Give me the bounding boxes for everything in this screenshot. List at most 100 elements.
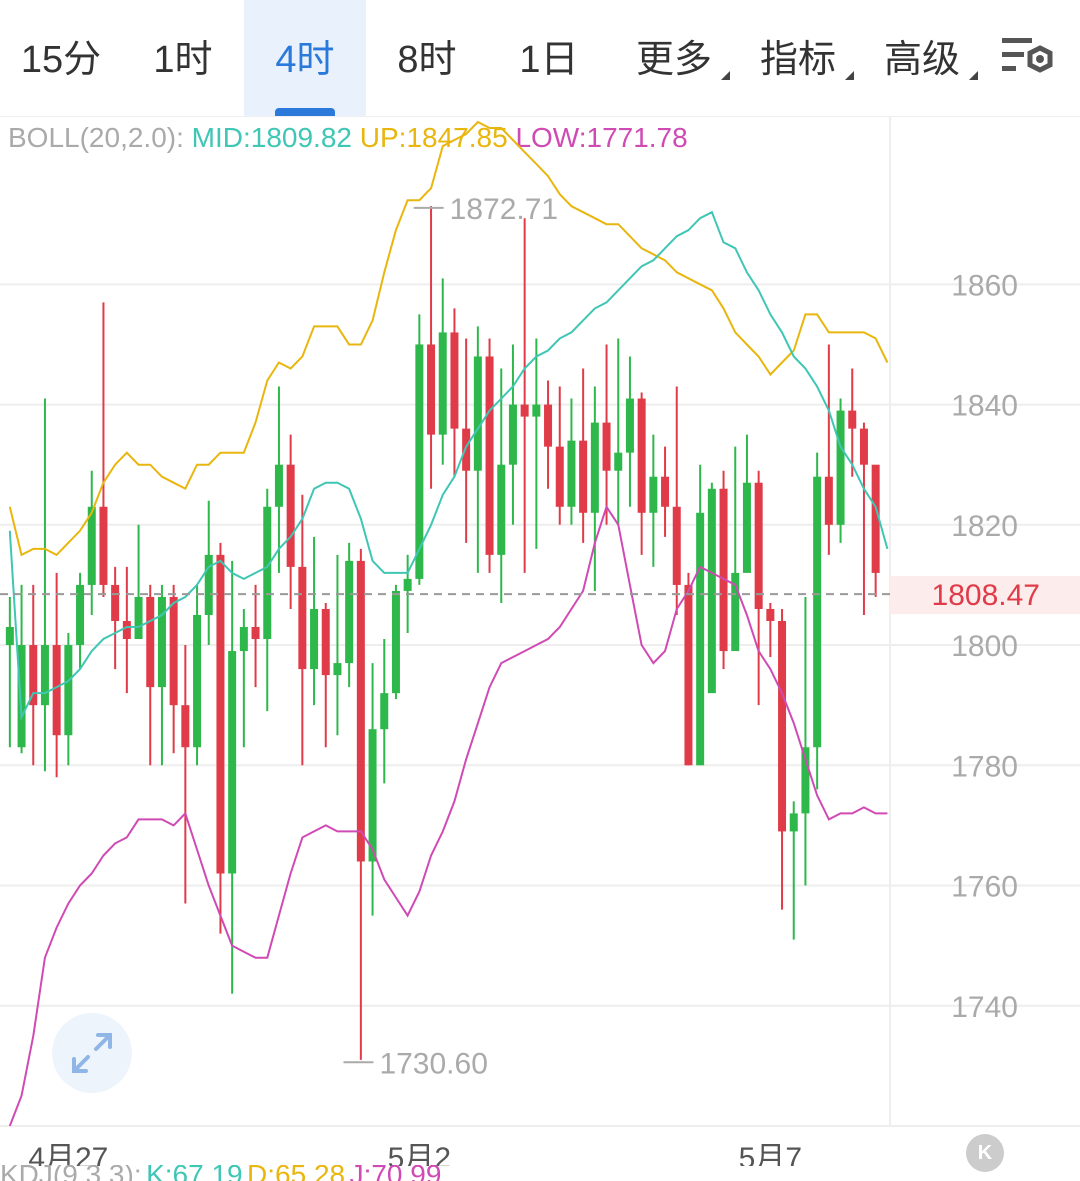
tab-advanced[interactable]: 高级 bbox=[870, 0, 978, 116]
active-tab-indicator bbox=[275, 108, 335, 116]
candle-body bbox=[193, 614, 202, 748]
candle-body bbox=[450, 332, 459, 429]
candle-body bbox=[403, 578, 412, 591]
candle-body bbox=[321, 608, 330, 676]
kdj-label: KDJ(9,3,3): bbox=[0, 1165, 142, 1181]
candle-body bbox=[87, 506, 96, 585]
candle-body bbox=[134, 596, 143, 640]
candle-body bbox=[871, 464, 880, 573]
y-tick-label: 1800 bbox=[951, 630, 1018, 663]
y-tick-label: 1860 bbox=[951, 269, 1018, 302]
candle-body bbox=[661, 476, 670, 507]
fullscreen-expand-button[interactable] bbox=[52, 1013, 132, 1093]
candle-body bbox=[836, 410, 845, 525]
tab-1h[interactable]: 1时 bbox=[153, 39, 213, 81]
tab-4h[interactable]: 4时 bbox=[244, 0, 366, 116]
candle-body bbox=[859, 428, 868, 465]
candle-body bbox=[415, 344, 424, 579]
candle-body bbox=[146, 596, 155, 688]
candle-body bbox=[731, 572, 740, 652]
candle-body bbox=[473, 356, 482, 471]
candle-body bbox=[17, 645, 26, 748]
candle-body bbox=[29, 645, 38, 706]
kdj-legend: KDJ(9,3,3): K:67.19 D:65.28 J:70.99 bbox=[0, 1165, 1080, 1181]
candle-body bbox=[333, 663, 342, 676]
candle-body bbox=[801, 747, 810, 814]
candle-body bbox=[719, 488, 728, 652]
boll-label: BOLL(20,2.0): bbox=[8, 122, 184, 153]
candle-body bbox=[485, 356, 494, 555]
candle-body bbox=[848, 410, 857, 429]
boll-legend: BOLL(20,2.0): MID:1809.82 UP:1847.85 LOW… bbox=[8, 122, 688, 154]
chart-settings-icon[interactable] bbox=[1000, 34, 1060, 84]
dropdown-triangle-icon bbox=[969, 71, 978, 80]
y-tick-label: 1760 bbox=[951, 871, 1018, 904]
candle-body bbox=[696, 512, 705, 766]
current-price-label: 1808.47 bbox=[932, 579, 1040, 612]
tab-8h[interactable]: 8时 bbox=[397, 39, 457, 81]
candle-body bbox=[263, 506, 272, 640]
candle-body bbox=[52, 645, 61, 736]
candle-body bbox=[228, 651, 237, 874]
tab-indicators[interactable]: 指标 bbox=[746, 0, 854, 116]
candle-body bbox=[40, 645, 49, 706]
high-price-label: 1872.71 bbox=[450, 193, 558, 226]
dropdown-triangle-icon bbox=[845, 71, 854, 80]
candle-body bbox=[649, 476, 658, 513]
timeframe-tabs: 15分 1时 4时 8时 1日 更多 指标 高级 bbox=[0, 0, 1080, 117]
candle-body bbox=[532, 404, 541, 417]
candle-body bbox=[274, 464, 283, 507]
candle-body bbox=[251, 627, 260, 640]
boll-upper-line bbox=[8, 120, 889, 557]
kdj-j-value: J:70.99 bbox=[349, 1165, 442, 1181]
candle-body bbox=[579, 440, 588, 513]
candle-body bbox=[766, 608, 775, 621]
candle-body bbox=[216, 554, 225, 874]
tab-1d[interactable]: 1日 bbox=[519, 39, 579, 81]
candle-body bbox=[625, 398, 634, 453]
candle-body bbox=[544, 404, 553, 447]
y-tick-label: 1820 bbox=[951, 510, 1018, 543]
candle-body bbox=[590, 422, 599, 513]
dropdown-triangle-icon bbox=[721, 71, 730, 80]
candle-body bbox=[122, 621, 131, 640]
tab-15m[interactable]: 15分 bbox=[20, 39, 102, 81]
candle-body bbox=[345, 560, 354, 664]
boll-mid-line bbox=[8, 210, 889, 722]
x-tick-label: 5月7 bbox=[739, 1142, 802, 1166]
candle-body bbox=[391, 590, 400, 694]
candle-body bbox=[497, 464, 506, 555]
candle-body bbox=[754, 482, 763, 609]
candle-body bbox=[5, 627, 14, 646]
candle-body bbox=[614, 452, 623, 471]
candle-body bbox=[789, 813, 798, 832]
candle-body bbox=[602, 422, 611, 471]
boll-mid-value: MID:1809.82 bbox=[191, 122, 352, 153]
kdj-k-value: K:67.19 bbox=[146, 1165, 243, 1181]
candle-body bbox=[204, 554, 213, 615]
y-tick-label: 1740 bbox=[951, 991, 1018, 1024]
candle-body bbox=[824, 476, 833, 525]
candle-body bbox=[707, 488, 716, 694]
x-tick-label: 5月2 bbox=[388, 1142, 451, 1166]
candle-body bbox=[438, 332, 447, 435]
candle-body bbox=[567, 440, 576, 507]
tab-more[interactable]: 更多 bbox=[622, 0, 730, 116]
candle-body bbox=[778, 621, 787, 832]
candle-body bbox=[520, 404, 529, 417]
candle-body bbox=[555, 446, 564, 507]
candle-body bbox=[76, 584, 85, 646]
kline-toggle-button[interactable]: K bbox=[966, 1134, 1004, 1172]
candlestick-chart[interactable]: 1740 1760 1780 1800 1820 1840 1860 1872.71 1730.… bbox=[0, 116, 1080, 1166]
candle-body bbox=[310, 608, 319, 670]
candle-body bbox=[298, 566, 307, 670]
kdj-d-value: D:65.28 bbox=[247, 1165, 346, 1181]
y-tick-label: 1840 bbox=[951, 390, 1018, 423]
candle-body bbox=[169, 596, 178, 706]
candle-body bbox=[684, 584, 693, 766]
candle-body bbox=[111, 584, 120, 621]
candle-body bbox=[239, 627, 248, 652]
candle-body bbox=[64, 645, 73, 736]
current-price-tag bbox=[890, 576, 1080, 615]
candle-body bbox=[508, 404, 517, 465]
